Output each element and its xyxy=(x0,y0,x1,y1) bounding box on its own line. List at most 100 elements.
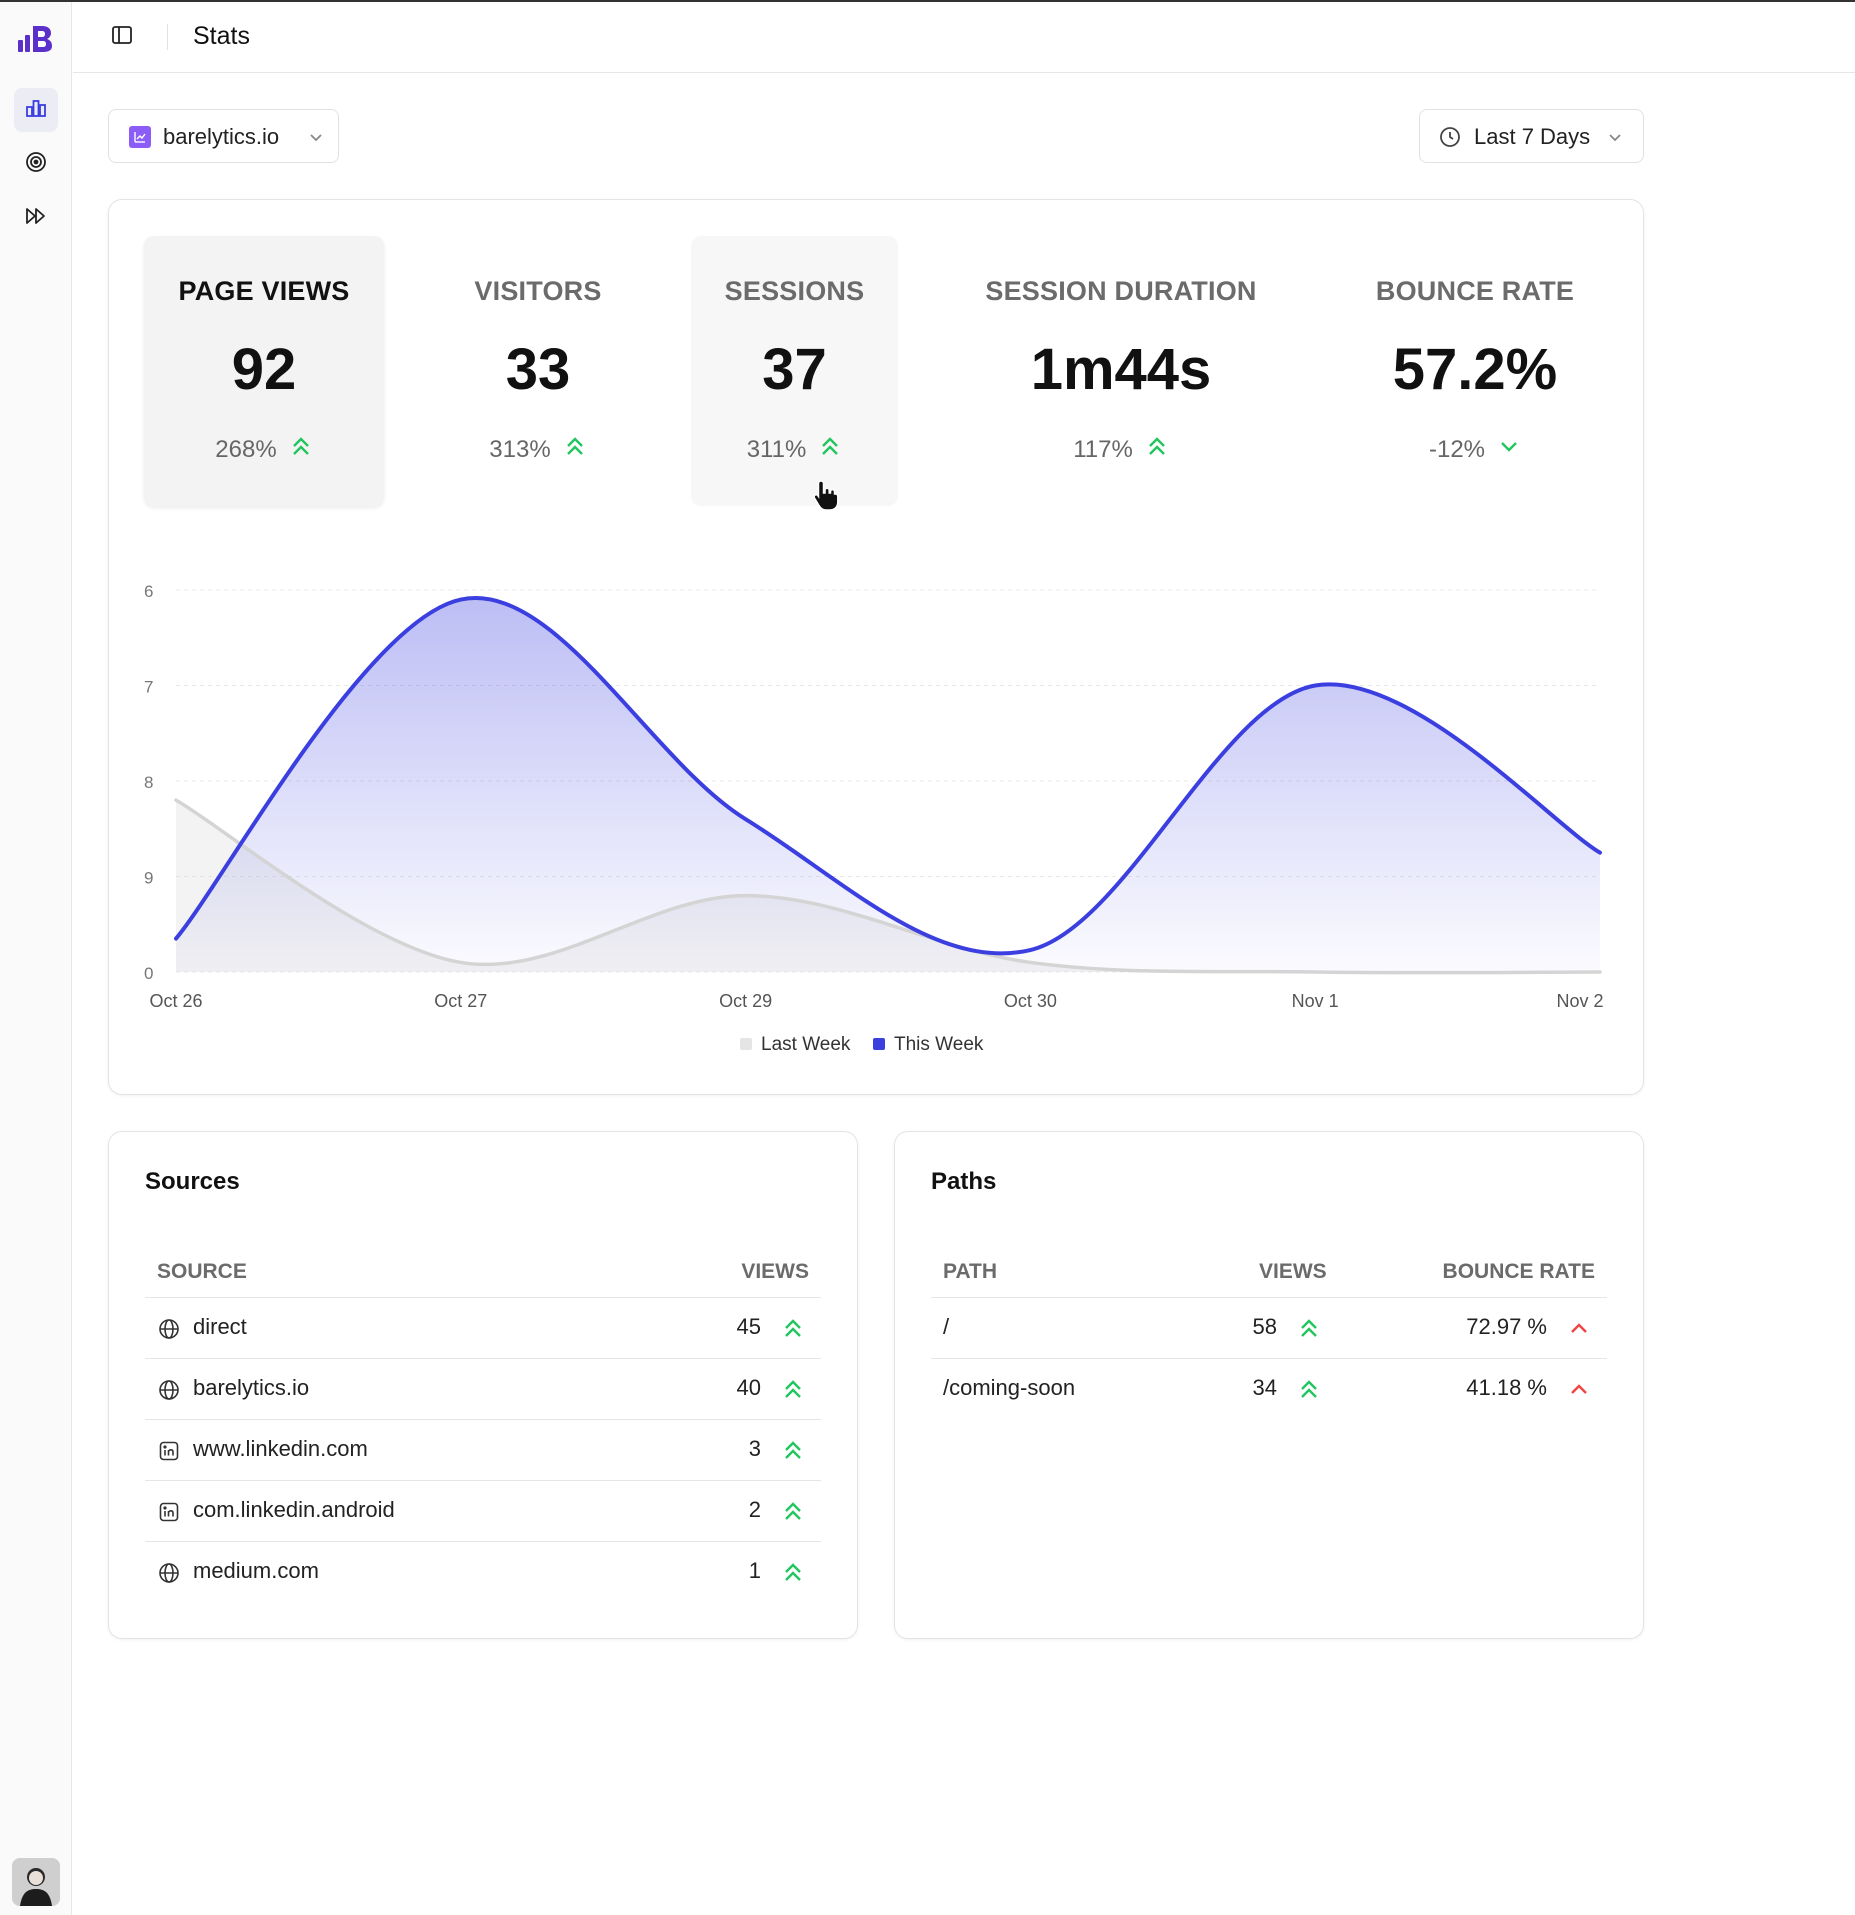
column-header-views[interactable]: VIEWS xyxy=(741,1260,809,1283)
avatar[interactable] xyxy=(12,1858,60,1906)
y-tick-label: 8 xyxy=(144,773,153,792)
metric-page-views[interactable]: PAGE VIEWS 92 268% xyxy=(144,236,384,506)
x-tick-label: Nov 2 xyxy=(1556,991,1603,1011)
clock-icon xyxy=(1438,125,1462,154)
double-chevron-up-icon xyxy=(818,434,842,465)
site-selector[interactable]: barelytics.io xyxy=(108,109,339,163)
column-header-bounce-rate[interactable]: BOUNCE RATE xyxy=(1442,1260,1595,1283)
double-chevron-up-icon xyxy=(781,1377,805,1407)
y-tick-label: 6 xyxy=(144,582,153,601)
table-row[interactable]: www.linkedin.com 3 xyxy=(145,1420,821,1481)
sidebar-toggle-button[interactable] xyxy=(109,24,135,50)
source-name: www.linkedin.com xyxy=(193,1436,368,1461)
column-header-path[interactable]: PATH xyxy=(943,1260,998,1283)
metric-change-value: 117% xyxy=(1073,435,1133,463)
double-chevron-up-icon xyxy=(781,1438,805,1468)
sidebar-item-forward[interactable] xyxy=(14,196,58,240)
source-views: 1 xyxy=(748,1558,761,1583)
double-chevron-up-icon xyxy=(289,434,313,465)
site-selector-label: barelytics.io xyxy=(163,124,280,149)
metric-change: 117% xyxy=(960,434,1282,465)
target-icon xyxy=(24,150,48,179)
x-tick-label: Oct 27 xyxy=(434,991,487,1011)
y-tick-label: 9 xyxy=(144,869,153,888)
x-tick-label: Oct 29 xyxy=(719,991,772,1011)
source-views: 2 xyxy=(748,1497,761,1522)
path-name: /coming-soon xyxy=(943,1375,1076,1400)
chevron-down-icon xyxy=(1604,126,1626,153)
sidebar-item-stats[interactable] xyxy=(14,88,58,132)
site-favicon-icon xyxy=(129,126,151,148)
metric-change: 268% xyxy=(144,434,384,465)
source-name: barelytics.io xyxy=(193,1375,310,1400)
table-row[interactable]: direct 45 xyxy=(145,1298,821,1359)
window-top-border xyxy=(0,0,1855,2)
double-chevron-up-icon xyxy=(781,1560,805,1590)
linkedin-icon xyxy=(157,1439,181,1463)
chevron-down-icon xyxy=(305,126,327,153)
table-row[interactable]: /coming-soon 34 41.18 % xyxy=(931,1359,1607,1420)
double-chevron-up-icon xyxy=(1297,1377,1321,1407)
metric-value: 1m44s xyxy=(1030,337,1212,402)
source-name: direct xyxy=(193,1314,247,1339)
linkedin-icon xyxy=(157,1500,181,1524)
y-tick-label: 0 xyxy=(144,964,153,983)
metric-value: 92 xyxy=(231,337,297,402)
metric-label: VISITORS xyxy=(474,276,602,306)
metric-value: 37 xyxy=(762,337,827,402)
metric-sessions[interactable]: SESSIONS 37 311% xyxy=(691,236,898,506)
series-line-last-week xyxy=(174,798,1602,975)
column-header-source[interactable]: SOURCE xyxy=(157,1260,247,1283)
double-chevron-up-icon xyxy=(1297,1316,1321,1346)
column-header-views[interactable]: VIEWS xyxy=(1259,1260,1327,1283)
legend-swatch-last-week xyxy=(740,1038,752,1050)
metric-change-value: -12% xyxy=(1428,435,1486,463)
source-views: 45 xyxy=(736,1314,761,1339)
table-row[interactable]: com.linkedin.android 2 xyxy=(145,1481,821,1542)
panel-left-icon xyxy=(110,23,134,52)
top-bar: Stats xyxy=(73,2,1855,73)
metric-change: 313% xyxy=(418,434,658,465)
paths-panel: Paths PATH VIEWS BOUNCE RATE /58 72.97 % /… xyxy=(894,1131,1644,1639)
legend-swatch-this-week xyxy=(873,1038,885,1050)
metric-change-value: 268% xyxy=(215,435,277,463)
x-tick-label: Oct 26 xyxy=(149,991,202,1011)
table-row[interactable]: medium.com 1 xyxy=(145,1542,821,1603)
sources-table-header: SOURCE VIEWS xyxy=(145,1250,821,1298)
sidebar-item-goals[interactable] xyxy=(14,142,58,186)
metric-bounce-rate[interactable]: BOUNCE RATE 57.2% -12% xyxy=(1340,236,1610,506)
paths-title: Paths xyxy=(931,1168,997,1195)
metric-change: -12% xyxy=(1340,434,1610,465)
path-name: / xyxy=(943,1314,950,1339)
globe-icon xyxy=(157,1561,181,1585)
path-bounce-rate: 41.18 % xyxy=(1466,1375,1547,1400)
double-chevron-up-icon xyxy=(563,434,587,465)
source-views: 3 xyxy=(748,1436,761,1461)
source-views: 40 xyxy=(736,1375,761,1400)
metric-session-duration[interactable]: SESSION DURATION 1m44s 117% xyxy=(960,236,1282,506)
globe-icon xyxy=(157,1378,181,1402)
table-row[interactable]: barelytics.io 40 xyxy=(145,1359,821,1420)
date-range-selector[interactable]: Last 7 Days xyxy=(1419,109,1644,163)
path-bounce-rate: 72.97 % xyxy=(1466,1314,1547,1339)
page-title: Stats xyxy=(193,22,250,50)
double-chevron-up-icon xyxy=(781,1499,805,1529)
metric-label: SESSION DURATION xyxy=(985,276,1257,306)
metric-visitors[interactable]: VISITORS 33 313% xyxy=(418,236,658,506)
metric-value: 33 xyxy=(505,337,571,402)
globe-icon xyxy=(157,1317,181,1341)
series-line-this-week xyxy=(174,596,1602,956)
metric-value: 57.2% xyxy=(1392,337,1558,402)
source-name: medium.com xyxy=(193,1558,319,1583)
path-views: 58 xyxy=(1252,1314,1277,1339)
chevron-up-icon xyxy=(1567,1316,1591,1346)
chevron-down-icon xyxy=(1497,434,1521,465)
metric-label: PAGE VIEWS xyxy=(178,276,350,306)
table-row[interactable]: / 58 72.97 % xyxy=(931,1298,1607,1359)
legend-label: This Week xyxy=(894,1034,984,1055)
barelytics-logo[interactable] xyxy=(16,20,56,60)
y-tick-label: 7 xyxy=(144,678,153,697)
paths-table-header: PATH VIEWS BOUNCE RATE xyxy=(931,1250,1607,1298)
x-tick-label: Nov 1 xyxy=(1292,991,1339,1011)
date-range-label: Last 7 Days xyxy=(1474,124,1591,149)
